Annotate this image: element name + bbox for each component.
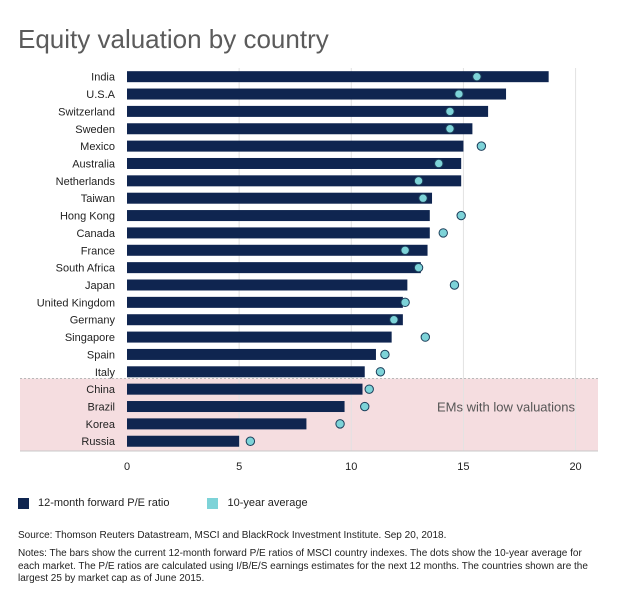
bar bbox=[127, 366, 365, 378]
bar bbox=[127, 262, 421, 274]
category-label: South Africa bbox=[56, 263, 116, 275]
category-label: Singapore bbox=[65, 332, 115, 344]
avg-dot bbox=[438, 228, 448, 238]
legend-bar-swatch bbox=[18, 497, 29, 509]
notes-text: Notes: The bars show the current 12-mont… bbox=[18, 548, 588, 584]
category-label: U.S.A bbox=[86, 89, 115, 101]
legend-dot-label: 10-year average bbox=[227, 497, 308, 509]
avg-dot bbox=[476, 141, 487, 151]
bar bbox=[127, 418, 307, 430]
bar bbox=[127, 210, 430, 222]
source-note: Source: Thomson Reuters Datastream, MSCI… bbox=[18, 530, 447, 541]
bar bbox=[127, 314, 403, 326]
bar bbox=[127, 296, 403, 308]
category-label: China bbox=[86, 384, 116, 396]
category-label: United Kingdom bbox=[37, 297, 115, 309]
avg-dot bbox=[380, 349, 390, 360]
category-label: Netherlands bbox=[56, 176, 116, 188]
avg-dot bbox=[364, 384, 374, 394]
bar bbox=[127, 227, 430, 239]
avg-dot bbox=[400, 297, 410, 308]
category-label: France bbox=[81, 245, 115, 257]
avg-dot bbox=[454, 89, 464, 99]
bar bbox=[127, 244, 428, 256]
x-tick-label: 20 bbox=[569, 461, 581, 473]
bar bbox=[127, 140, 464, 152]
bar bbox=[127, 279, 408, 291]
bar bbox=[127, 157, 462, 169]
legend-dot-swatch bbox=[207, 497, 219, 509]
avg-dot bbox=[375, 367, 386, 377]
bar bbox=[127, 383, 363, 395]
avg-dot bbox=[472, 71, 482, 82]
category-label: Australia bbox=[72, 158, 116, 170]
category-label: Canada bbox=[76, 228, 115, 240]
em-highlight-label: EMs with low valuations bbox=[437, 400, 575, 415]
category-label: Taiwan bbox=[81, 193, 115, 205]
bar bbox=[127, 105, 489, 117]
bar bbox=[127, 175, 462, 187]
bar bbox=[127, 435, 240, 447]
avg-dot bbox=[335, 419, 345, 429]
avg-dot bbox=[413, 262, 424, 273]
category-label: Korea bbox=[86, 419, 116, 431]
bar bbox=[127, 71, 549, 83]
x-tick-label: 5 bbox=[236, 461, 242, 473]
category-label: Switzerland bbox=[58, 106, 115, 118]
avg-dot bbox=[389, 315, 399, 325]
category-label: Russia bbox=[81, 436, 116, 448]
avg-dot bbox=[434, 158, 444, 169]
bar bbox=[127, 88, 507, 100]
category-label: Brazil bbox=[87, 402, 115, 414]
avg-dot bbox=[445, 106, 455, 117]
category-label: Mexico bbox=[80, 141, 115, 153]
avg-dot bbox=[449, 280, 460, 290]
avg-dot bbox=[360, 401, 370, 412]
avg-dot bbox=[245, 436, 256, 446]
legend-item-dot: 10-year average bbox=[207, 497, 308, 509]
bar bbox=[127, 192, 433, 204]
legend: 12-month forward P/E ratio 10-year avera… bbox=[18, 497, 346, 509]
category-label: Japan bbox=[85, 280, 115, 292]
category-label: Spain bbox=[87, 349, 115, 361]
valuation-chart: India U.S.A Switzerland Sweden Mexico Austral… bbox=[20, 68, 598, 473]
bar bbox=[127, 348, 376, 360]
bar bbox=[127, 331, 392, 343]
x-tick-label: 10 bbox=[345, 461, 357, 473]
chart-title: Equity valuation by country bbox=[18, 24, 329, 54]
x-tick-label: 15 bbox=[457, 461, 469, 473]
avg-dot bbox=[413, 176, 424, 186]
bar bbox=[127, 123, 473, 135]
avg-dot bbox=[445, 124, 455, 134]
category-label: Sweden bbox=[75, 124, 115, 136]
avg-dot bbox=[420, 332, 430, 342]
category-label: Italy bbox=[95, 367, 116, 379]
category-label: Germany bbox=[70, 315, 116, 327]
avg-dot bbox=[418, 193, 428, 203]
category-label: India bbox=[91, 72, 116, 84]
legend-bar-label: 12-month forward P/E ratio bbox=[38, 497, 170, 509]
bar bbox=[127, 401, 345, 413]
legend-item-bar: 12-month forward P/E ratio bbox=[18, 497, 169, 509]
x-tick-label: 0 bbox=[124, 461, 130, 473]
category-label: Hong Kong bbox=[60, 211, 115, 223]
avg-dot bbox=[400, 245, 410, 255]
avg-dot bbox=[456, 210, 466, 221]
